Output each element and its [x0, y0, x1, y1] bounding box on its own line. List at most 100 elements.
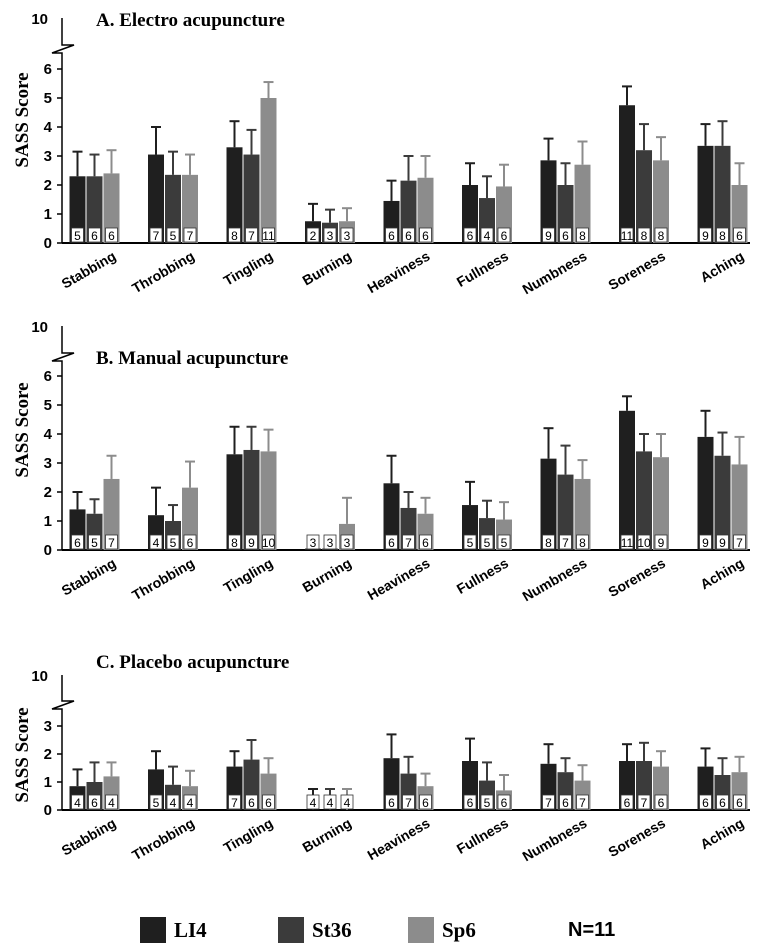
n-label-sp6-aching: 6 [736, 229, 743, 243]
n-label-st36-numbness: 6 [562, 229, 569, 243]
n-label-li4-burning: 2 [310, 229, 317, 243]
bar-li4-numbness [540, 160, 557, 243]
bar-sp6-stabbing [103, 478, 120, 550]
n-box-sp6-burning [340, 534, 354, 550]
n-box-st36-aching [716, 227, 729, 243]
n-label-sp6-throbbing: 4 [187, 796, 194, 810]
n-box-li4-heaviness [385, 794, 398, 810]
n-label-sp6-soreness: 9 [658, 536, 665, 550]
n-label-li4-soreness: 11 [621, 229, 634, 243]
n-box-sp6-heaviness [419, 534, 432, 550]
n-box-li4-heaviness [385, 227, 398, 243]
n-label-li4-aching: 6 [702, 796, 709, 810]
n-box-li4-stabbing [71, 227, 84, 243]
n-label-st36-soreness: 7 [641, 796, 648, 810]
n-label-li4-tingling: 8 [231, 229, 238, 243]
n-label-li4-fullness: 6 [467, 229, 474, 243]
bar-st36-numbness [557, 474, 574, 550]
bar-li4-numbness [540, 458, 557, 550]
axis-break-mark [51, 326, 75, 365]
n-box-li4-throbbing [149, 534, 163, 550]
y-axis-label: SASS Score [12, 707, 33, 802]
n-label-st36-fullness: 5 [484, 796, 491, 810]
bar-st36-throbbing [165, 174, 181, 243]
n-label-li4-throbbing: 4 [153, 536, 160, 550]
bar-st36-soreness [636, 150, 652, 243]
n-label-st36-throbbing: 5 [170, 536, 177, 550]
n-label-sp6-throbbing: 6 [187, 536, 194, 550]
bar-st36-tingling [243, 154, 260, 243]
n-box-st36-soreness [637, 794, 651, 810]
n-box-sp6-stabbing [105, 227, 118, 243]
legend-label-st36: St36 [312, 917, 352, 942]
n-label-sp6-fullness: 6 [501, 796, 508, 810]
n-label-sp6-stabbing: 6 [108, 229, 115, 243]
n-box-li4-soreness [620, 794, 634, 810]
n-label-st36-fullness: 5 [484, 536, 491, 550]
n-label-li4-heaviness: 6 [388, 229, 395, 243]
n-box-st36-numbness [559, 534, 572, 550]
x-tick-label-soreness: Soreness [605, 248, 668, 293]
n-box-sp6-throbbing [183, 534, 197, 550]
y-tick-label-break: 10 [31, 668, 48, 685]
y-tick-label: 2 [44, 746, 52, 763]
chart-title: B. Manual acupuncture [96, 348, 288, 369]
bar-sp6-throbbing [182, 174, 198, 243]
n-box-st36-tingling [245, 534, 258, 550]
chart-title: A. Electro acupuncture [96, 10, 285, 31]
x-tick-label-stabbing: Stabbing [59, 248, 119, 292]
n-box-li4-tingling [228, 227, 241, 243]
bar-st36-tingling [243, 449, 260, 550]
y-tick-label: 3 [44, 718, 52, 735]
n-box-sp6-heaviness [419, 227, 432, 243]
n-label-st36-numbness: 6 [562, 796, 569, 810]
n-label-sp6-tingling: 10 [262, 536, 276, 550]
n-box-sp6-numbness [576, 794, 589, 810]
n-box-li4-stabbing [71, 794, 84, 810]
n-box-li4-soreness [620, 534, 634, 550]
n-box-sp6-burning [340, 227, 354, 243]
y-tick-label: 2 [44, 177, 52, 194]
n-box-st36-throbbing [166, 534, 180, 550]
bar-st36-stabbing [86, 176, 103, 243]
n-label-sp6-heaviness: 6 [422, 229, 429, 243]
y-tick-label: 2 [44, 484, 52, 501]
x-tick-label-numbness: Numbness [520, 248, 590, 298]
n-box-li4-numbness [542, 794, 555, 810]
bar-li4-soreness [619, 105, 635, 243]
bar-li4-soreness [619, 410, 635, 550]
y-tick-label: 1 [44, 774, 52, 791]
n-label-sp6-stabbing: 7 [108, 536, 115, 550]
x-tick-label-fullness: Fullness [454, 815, 511, 857]
y-tick-label: 5 [44, 90, 52, 107]
n-label-li4-tingling: 8 [231, 536, 238, 550]
x-tick-label-aching: Aching [697, 555, 746, 593]
bar-li4-tingling [226, 147, 243, 243]
chart-title: C. Placebo acupuncture [96, 652, 289, 673]
bar-sp6-aching [731, 464, 748, 550]
n-label-li4-burning: 3 [310, 536, 317, 550]
n-box-st36-fullness [480, 227, 494, 243]
n-label-sp6-tingling: 6 [265, 796, 272, 810]
bar-li4-stabbing [69, 176, 86, 243]
n-label-sp6-numbness: 8 [579, 536, 586, 550]
x-tick-label-heaviness: Heaviness [365, 815, 433, 864]
n-box-st36-burning [323, 794, 337, 810]
n-box-li4-aching [699, 794, 712, 810]
n-box-st36-fullness [480, 794, 494, 810]
x-tick-label-soreness: Soreness [605, 815, 668, 860]
x-tick-label-heaviness: Heaviness [365, 248, 433, 297]
n-box-st36-heaviness [402, 794, 415, 810]
bar-sp6-soreness [653, 457, 669, 550]
bar-st36-aching [714, 145, 731, 243]
n-box-st36-throbbing [166, 227, 180, 243]
n-label-st36-tingling: 7 [248, 229, 255, 243]
n-label-st36-throbbing: 4 [170, 796, 177, 810]
bar-li4-aching [697, 145, 714, 243]
n-box-li4-stabbing [71, 534, 84, 550]
n-box-st36-burning [323, 227, 337, 243]
y-tick-label: 4 [44, 426, 53, 443]
n-box-st36-stabbing [88, 534, 101, 550]
